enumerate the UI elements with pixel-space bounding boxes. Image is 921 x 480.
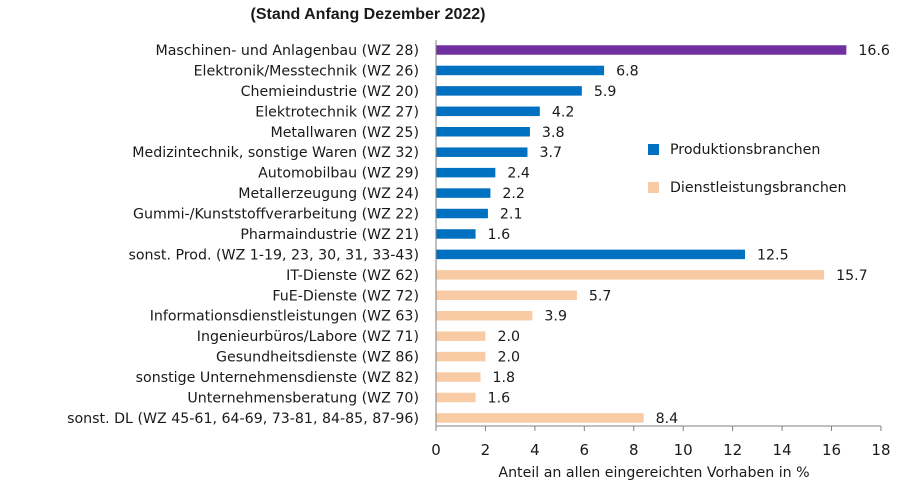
bar-value-label: 15.7	[836, 268, 868, 284]
bar	[436, 127, 530, 137]
bar-value-label: 5.9	[594, 84, 617, 100]
legend-swatch	[648, 144, 659, 155]
bar-value-label: 4.2	[552, 104, 575, 120]
category-label: Metallwaren (WZ 25)	[270, 125, 419, 141]
bar	[436, 351, 486, 362]
legend-swatch	[648, 182, 659, 193]
category-label: Medizintechnik, sonstige Waren (WZ 32)	[132, 145, 419, 161]
legend-label: Dienstleistungsbranchen	[670, 180, 847, 196]
bar	[436, 392, 476, 403]
bar-value-label: 3.9	[544, 309, 567, 325]
bar-value-label: 6.8	[616, 63, 639, 79]
category-label: Elektronik/Messtechnik (WZ 26)	[194, 63, 419, 79]
x-axis: 0 2 4 6 8 10 12 14 16 18	[431, 40, 891, 459]
bar	[436, 106, 540, 117]
x-tick-label: 4	[530, 441, 540, 459]
bar-value-label: 2.2	[502, 186, 525, 202]
bar	[436, 208, 488, 219]
bar	[436, 413, 644, 423]
bar-value-label: 2.4	[507, 166, 530, 182]
bar	[436, 249, 745, 260]
legend-label: Produktionsbranchen	[670, 142, 820, 158]
category-label: Pharmaindustrie (WZ 21)	[240, 227, 419, 243]
x-tick-label: 12	[723, 441, 742, 459]
bar	[436, 167, 496, 178]
legend: Produktionsbranchen Dienstleistungsbranch…	[648, 142, 847, 196]
bar	[436, 86, 582, 96]
category-label: sonst. DL (WZ 45-61, 64-69, 73-81, 84-85…	[67, 411, 419, 427]
bar	[436, 229, 476, 239]
bar	[436, 331, 486, 341]
bar-value-label: 2.0	[497, 350, 520, 366]
x-tick-label: 10	[674, 441, 693, 459]
x-tick-label: 0	[431, 441, 441, 459]
category-label: Metallerzeugung (WZ 24)	[238, 186, 419, 202]
bar-value-label: 1.8	[492, 370, 515, 386]
bar-value-label: 12.5	[757, 247, 789, 263]
category-label: Unternehmensberatung (WZ 70)	[187, 390, 419, 406]
bar-value-label: 1.6	[488, 390, 511, 406]
bar-value-label: 3.7	[539, 145, 562, 161]
bar-value-label: 3.8	[542, 125, 565, 141]
bar-value-label: 8.4	[656, 411, 679, 427]
x-tick-label: 14	[773, 441, 792, 459]
category-label: FuE-Dienste (WZ 72)	[272, 288, 419, 304]
category-label: Elektrotechnik (WZ 27)	[255, 104, 419, 120]
category-label: Ingenieurbüros/Labore (WZ 71)	[197, 329, 419, 345]
category-label: Gesundheitsdienste (WZ 86)	[216, 350, 419, 366]
category-label: Gummi-/Kunststoffverarbeitung (WZ 22)	[133, 207, 419, 223]
bar	[436, 45, 847, 55]
bar-value-label: 1.6	[488, 227, 511, 243]
category-label: sonstige Unternehmensdienste (WZ 82)	[136, 370, 419, 386]
bar	[436, 188, 491, 198]
bar-value-label: 2.1	[500, 207, 523, 223]
bar	[436, 65, 605, 76]
category-label: IT-Dienste (WZ 62)	[286, 268, 419, 284]
bar	[436, 290, 577, 301]
x-tick-label: 16	[822, 441, 841, 459]
category-label: Chemieindustrie (WZ 20)	[241, 84, 419, 100]
chart-title: (Stand Anfang Dezember 2022)	[250, 6, 485, 23]
bars-group: Maschinen- und Anlagenbau (WZ 28) 16.6 Ele…	[67, 43, 890, 427]
bar-value-label: 16.6	[858, 43, 890, 59]
bar	[436, 372, 481, 382]
category-label: Automobilbau (WZ 29)	[258, 166, 419, 182]
bar	[436, 270, 825, 280]
bar	[436, 147, 528, 157]
x-tick-label: 6	[580, 441, 590, 459]
bar-value-label: 5.7	[589, 288, 612, 304]
category-label: sonst. Prod. (WZ 1-19, 23, 30, 31, 33-43…	[128, 247, 419, 263]
x-tick-label: 8	[629, 441, 639, 459]
x-axis-label: Anteil an allen eingereichten Vorhaben i…	[498, 465, 809, 480]
x-tick-label: 2	[481, 441, 491, 459]
bar	[436, 310, 533, 321]
category-label: Informationsdienstleistungen (WZ 63)	[150, 309, 419, 325]
x-tick-label: 18	[871, 441, 890, 459]
category-label: Maschinen- und Anlagenbau (WZ 28)	[155, 43, 419, 59]
bar-value-label: 2.0	[497, 329, 520, 345]
